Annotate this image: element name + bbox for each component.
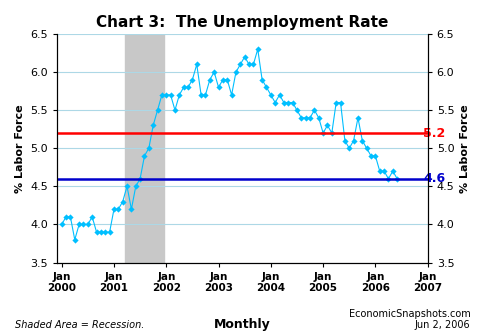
- Point: [393, 176, 400, 182]
- Point: [132, 184, 139, 189]
- Point: [166, 92, 174, 97]
- Point: [206, 77, 213, 82]
- Point: [349, 138, 357, 143]
- Point: [332, 100, 339, 105]
- Point: [284, 100, 291, 105]
- Point: [257, 77, 265, 82]
- Y-axis label: % Labor Force: % Labor Force: [15, 104, 25, 193]
- Point: [244, 62, 252, 67]
- Point: [171, 108, 179, 113]
- Point: [84, 222, 91, 227]
- Point: [336, 100, 344, 105]
- Point: [214, 85, 222, 90]
- Point: [201, 92, 209, 97]
- Point: [184, 85, 192, 90]
- Point: [71, 237, 78, 243]
- Point: [305, 115, 313, 121]
- Point: [310, 108, 318, 113]
- Point: [327, 130, 335, 136]
- Point: [153, 108, 161, 113]
- Text: 4.6: 4.6: [423, 172, 444, 185]
- Point: [162, 92, 170, 97]
- Point: [88, 214, 96, 219]
- Point: [288, 100, 296, 105]
- Point: [149, 123, 157, 128]
- Point: [232, 69, 240, 75]
- Point: [236, 62, 244, 67]
- Point: [75, 222, 83, 227]
- Point: [323, 123, 331, 128]
- Point: [180, 85, 187, 90]
- Point: [158, 92, 166, 97]
- Point: [210, 69, 218, 75]
- Point: [127, 207, 135, 212]
- Point: [240, 54, 248, 60]
- Point: [101, 229, 109, 235]
- Point: [58, 222, 65, 227]
- Point: [292, 108, 300, 113]
- Point: [358, 138, 365, 143]
- Y-axis label: % Labor Force: % Labor Force: [459, 104, 469, 193]
- Point: [145, 146, 152, 151]
- Point: [275, 92, 283, 97]
- Point: [318, 130, 326, 136]
- Point: [223, 77, 231, 82]
- Text: Monthly: Monthly: [213, 318, 271, 331]
- Point: [66, 214, 74, 219]
- Point: [106, 229, 113, 235]
- Point: [123, 184, 131, 189]
- Point: [371, 153, 378, 158]
- Point: [362, 146, 370, 151]
- Point: [388, 169, 396, 174]
- Point: [345, 146, 352, 151]
- Point: [140, 153, 148, 158]
- Point: [384, 176, 392, 182]
- Text: EconomicSnapshots.com
Jun 2, 2006: EconomicSnapshots.com Jun 2, 2006: [348, 309, 469, 330]
- Point: [97, 229, 105, 235]
- Bar: [124, 34, 164, 263]
- Point: [62, 214, 70, 219]
- Point: [79, 222, 87, 227]
- Point: [262, 85, 270, 90]
- Point: [92, 229, 100, 235]
- Point: [175, 92, 183, 97]
- Point: [197, 92, 205, 97]
- Point: [266, 92, 274, 97]
- Point: [279, 100, 287, 105]
- Text: 5.2: 5.2: [423, 127, 445, 139]
- Point: [353, 115, 361, 121]
- Point: [110, 207, 118, 212]
- Point: [340, 138, 348, 143]
- Point: [301, 115, 309, 121]
- Point: [119, 199, 126, 204]
- Point: [188, 77, 196, 82]
- Point: [249, 62, 257, 67]
- Point: [379, 169, 387, 174]
- Point: [314, 115, 322, 121]
- Point: [193, 62, 200, 67]
- Point: [136, 176, 144, 182]
- Point: [366, 153, 374, 158]
- Point: [227, 92, 235, 97]
- Text: Shaded Area = Recession.: Shaded Area = Recession.: [15, 320, 144, 330]
- Point: [297, 115, 304, 121]
- Point: [271, 100, 278, 105]
- Title: Chart 3:  The Unemployment Rate: Chart 3: The Unemployment Rate: [96, 15, 388, 30]
- Point: [375, 169, 383, 174]
- Point: [253, 47, 261, 52]
- Point: [114, 207, 122, 212]
- Point: [219, 77, 227, 82]
